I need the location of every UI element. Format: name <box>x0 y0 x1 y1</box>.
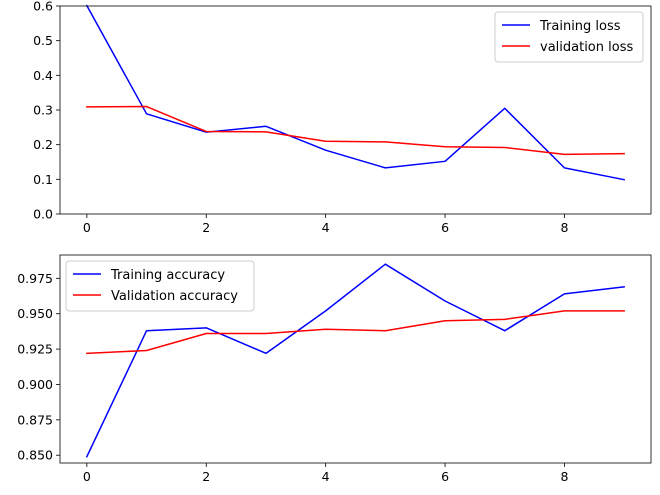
chart-panel-2: 0 2 4 6 8 0.850 0.875 0.900 0.925 0.950 0.975 Train… <box>17 254 652 484</box>
y-tick-label: 0.5 <box>33 33 53 48</box>
x-tick-label: 6 <box>441 469 449 484</box>
x-tick-label: 4 <box>322 469 330 484</box>
x-tick-label: 2 <box>202 469 210 484</box>
series-line-validation-accuracy <box>86 310 625 355</box>
legend-entry-label: validation loss <box>540 40 633 55</box>
y-tick-label: 0.925 <box>17 342 53 357</box>
x-tick-label: 4 <box>322 220 330 235</box>
x-tick-label: 6 <box>441 220 449 235</box>
y-tick-label: 0.0 <box>33 207 53 222</box>
y-tick-label: 0.875 <box>17 412 53 427</box>
y-tick-label: 0.4 <box>33 68 53 83</box>
y-tick-label: 0.975 <box>17 271 53 286</box>
legend-box <box>494 11 644 63</box>
series-line-training-loss <box>85 4 626 181</box>
x-tick-label: 8 <box>560 469 568 484</box>
series-line-training-accuracy <box>85 263 625 458</box>
y-tick-label: 0.850 <box>17 448 53 463</box>
x-tick-label: 2 <box>202 220 210 235</box>
y-tick-label: 0.2 <box>33 137 53 152</box>
x-tick-label: 0 <box>83 469 91 484</box>
y-tick-label: 0.950 <box>17 306 53 321</box>
y-tick-label: 0.6 <box>33 0 53 14</box>
legend-entry-label: Training loss <box>539 19 621 34</box>
legend-entry-label: Training accuracy <box>110 268 225 283</box>
legend: Training accuracy Validation accuracy <box>65 260 255 312</box>
legend: Training loss validation loss <box>494 11 644 63</box>
y-tick-label: 0.1 <box>33 172 53 187</box>
x-tick-label: 0 <box>83 220 91 235</box>
y-tick-label: 0.3 <box>33 103 53 118</box>
chart-panel-1: 0 2 4 6 8 0.0 0.1 0.2 0.3 0.4 0.5 0.6 Training loss v… <box>33 0 652 235</box>
legend-entry-label: Validation accuracy <box>111 289 238 304</box>
legend-box <box>65 260 255 312</box>
x-tick-label: 8 <box>560 220 568 235</box>
axes-frame <box>59 254 652 464</box>
y-tick-label: 0.900 <box>17 377 53 392</box>
series-line-validation-loss <box>86 105 625 156</box>
